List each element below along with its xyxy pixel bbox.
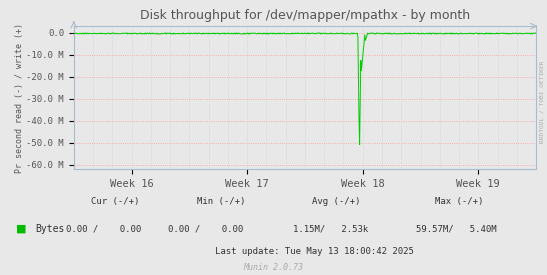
Text: Avg (-/+): Avg (-/+) [312,197,360,206]
Text: 0.00 /    0.00: 0.00 / 0.00 [167,224,243,233]
Y-axis label: Pr second read (-) / write (+): Pr second read (-) / write (+) [15,23,24,173]
Text: 1.15M/   2.53k: 1.15M/ 2.53k [293,224,369,233]
Text: RRDTOOL / TOBI OETIKER: RRDTOOL / TOBI OETIKER [539,60,544,143]
Text: ■: ■ [16,224,27,234]
Text: 59.57M/   5.40M: 59.57M/ 5.40M [416,224,497,233]
Text: Last update: Tue May 13 18:00:42 2025: Last update: Tue May 13 18:00:42 2025 [215,248,414,257]
Text: Bytes: Bytes [36,224,65,234]
Title: Disk throughput for /dev/mapper/mpathx - by month: Disk throughput for /dev/mapper/mpathx -… [140,9,470,22]
Text: 0.00 /    0.00: 0.00 / 0.00 [66,224,142,233]
Text: Munin 2.0.73: Munin 2.0.73 [243,263,304,272]
Text: Min (-/+): Min (-/+) [197,197,246,206]
Text: Cur (-/+): Cur (-/+) [91,197,139,206]
Text: Max (-/+): Max (-/+) [435,197,484,206]
